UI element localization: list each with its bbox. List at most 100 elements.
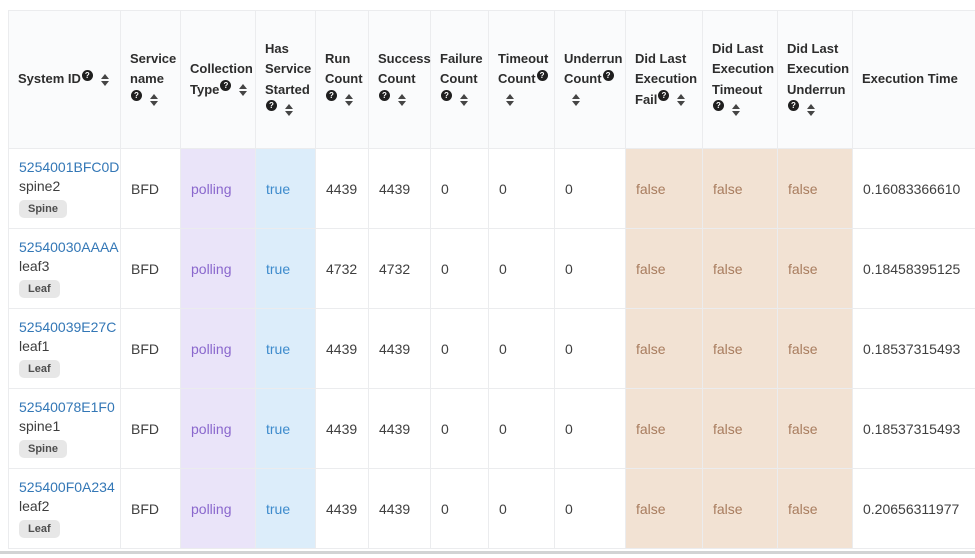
col-header-execution-time[interactable]: Execution Time (852, 10, 975, 149)
table-row: 52540039E27C leaf1 Leaf BFD polling true… (8, 308, 975, 389)
sort-icon[interactable] (100, 73, 109, 86)
cell-run-count: 4439 (315, 468, 369, 549)
cell-run-count: 4439 (315, 308, 369, 389)
cell-timeout-count: 0 (488, 388, 555, 469)
cell-service-name: BFD (120, 148, 181, 229)
cell-has-service-started: true (255, 388, 316, 469)
system-id-link[interactable]: 52540030AAAA (19, 239, 119, 255)
cell-did-last-execution-fail: false (625, 148, 703, 229)
role-badge: Leaf (19, 360, 60, 378)
horizontal-scrollbar[interactable] (0, 551, 975, 554)
help-icon[interactable]: ? (131, 90, 142, 102)
col-header-did-last-execution-fail[interactable]: Did Last Execution Fail? (625, 10, 703, 149)
services-table-viewport: System ID? Service name? Collection Type… (8, 10, 975, 550)
col-label: Run Count (325, 51, 363, 87)
cell-has-service-started: true (255, 308, 316, 389)
col-header-did-last-execution-timeout[interactable]: Did Last Execution Timeout? (702, 10, 778, 149)
cell-execution-time: 0.18537315493 (852, 308, 975, 389)
help-icon[interactable]: ? (602, 70, 614, 82)
cell-collection-type: polling (180, 148, 256, 229)
hostname: leaf3 (19, 258, 50, 274)
sort-icon[interactable] (345, 94, 353, 107)
col-label: Service name (130, 51, 177, 87)
cell-did-last-execution-underrun: false (777, 468, 853, 549)
header-row: System ID? Service name? Collection Type… (8, 10, 975, 149)
help-icon[interactable]: ? (81, 70, 93, 82)
sort-icon[interactable] (506, 94, 514, 107)
cell-run-count: 4439 (315, 388, 369, 469)
hostname: leaf2 (19, 498, 50, 514)
services-table: System ID? Service name? Collection Type… (8, 10, 975, 549)
sort-icon[interactable] (572, 94, 580, 107)
system-id-link[interactable]: 5254001BFC0D (19, 159, 120, 175)
cell-service-name: BFD (120, 228, 181, 309)
col-label: Did Last Execution Timeout (712, 41, 775, 97)
cell-execution-time: 0.16083366610 (852, 148, 975, 229)
cell-success-count: 4439 (368, 148, 431, 229)
hostname: spine1 (19, 418, 61, 434)
col-header-run-count[interactable]: Run Count? (315, 10, 369, 149)
cell-system-id: 5254001BFC0D spine2 Spine (8, 148, 121, 229)
cell-system-id: 525400F0A234 leaf2 Leaf (8, 468, 121, 549)
table-row: 52540030AAAA leaf3 Leaf BFD polling true… (8, 228, 975, 309)
help-icon[interactable]: ? (788, 100, 799, 112)
cell-underrun-count: 0 (554, 228, 626, 309)
cell-underrun-count: 0 (554, 468, 626, 549)
col-header-service-name[interactable]: Service name? (120, 10, 181, 149)
help-icon[interactable]: ? (220, 80, 232, 92)
cell-did-last-execution-underrun: false (777, 388, 853, 469)
system-id-link[interactable]: 52540039E27C (19, 319, 117, 335)
col-label: Collection Type (190, 61, 253, 97)
cell-failure-count: 0 (430, 228, 489, 309)
sort-icon[interactable] (150, 94, 158, 107)
system-id-link[interactable]: 525400F0A234 (19, 479, 115, 495)
help-icon[interactable]: ? (536, 70, 548, 82)
help-icon[interactable]: ? (713, 100, 724, 112)
sort-icon[interactable] (732, 104, 740, 117)
col-header-timeout-count[interactable]: Timeout Count? (488, 10, 555, 149)
col-label: Failure Count (440, 51, 483, 87)
col-header-success-count[interactable]: Success Count? (368, 10, 431, 149)
sort-icon[interactable] (239, 84, 248, 97)
sort-icon[interactable] (285, 104, 293, 117)
col-header-failure-count[interactable]: Failure Count? (430, 10, 489, 149)
col-header-has-service-started[interactable]: Has Service Started? (255, 10, 316, 149)
help-icon[interactable]: ? (326, 90, 337, 102)
cell-failure-count: 0 (430, 388, 489, 469)
cell-execution-time: 0.18458395125 (852, 228, 975, 309)
role-badge: Leaf (19, 520, 60, 538)
col-header-collection-type[interactable]: Collection Type? (180, 10, 256, 149)
sort-icon[interactable] (398, 94, 406, 107)
cell-success-count: 4732 (368, 228, 431, 309)
cell-did-last-execution-timeout: false (702, 148, 778, 229)
col-header-did-last-execution-underrun[interactable]: Did Last Execution Underrun? (777, 10, 853, 149)
cell-success-count: 4439 (368, 388, 431, 469)
col-label: Timeout Count (498, 51, 549, 87)
cell-underrun-count: 0 (554, 308, 626, 389)
cell-collection-type: polling (180, 468, 256, 549)
table-row: 525400F0A234 leaf2 Leaf BFD polling true… (8, 468, 975, 549)
role-badge: Leaf (19, 280, 60, 298)
cell-service-name: BFD (120, 468, 181, 549)
col-header-underrun-count[interactable]: Underrun Count? (554, 10, 626, 149)
cell-service-name: BFD (120, 388, 181, 469)
cell-system-id: 52540030AAAA leaf3 Leaf (8, 228, 121, 309)
cell-has-service-started: true (255, 228, 316, 309)
cell-run-count: 4439 (315, 148, 369, 229)
help-icon[interactable]: ? (658, 90, 670, 102)
cell-did-last-execution-timeout: false (702, 308, 778, 389)
sort-icon[interactable] (807, 104, 815, 117)
system-id-link[interactable]: 52540078E1F0 (19, 399, 115, 415)
col-label: Did Last Execution Fail (635, 51, 698, 107)
cell-has-service-started: true (255, 148, 316, 229)
sort-icon[interactable] (460, 94, 468, 107)
sort-icon[interactable] (677, 94, 686, 107)
col-header-system-id[interactable]: System ID? (8, 10, 121, 149)
help-icon[interactable]: ? (441, 90, 452, 102)
help-icon[interactable]: ? (379, 90, 390, 102)
col-label: Underrun Count (564, 51, 623, 87)
help-icon[interactable]: ? (266, 100, 277, 112)
cell-did-last-execution-fail: false (625, 308, 703, 389)
cell-did-last-execution-fail: false (625, 468, 703, 549)
cell-run-count: 4732 (315, 228, 369, 309)
